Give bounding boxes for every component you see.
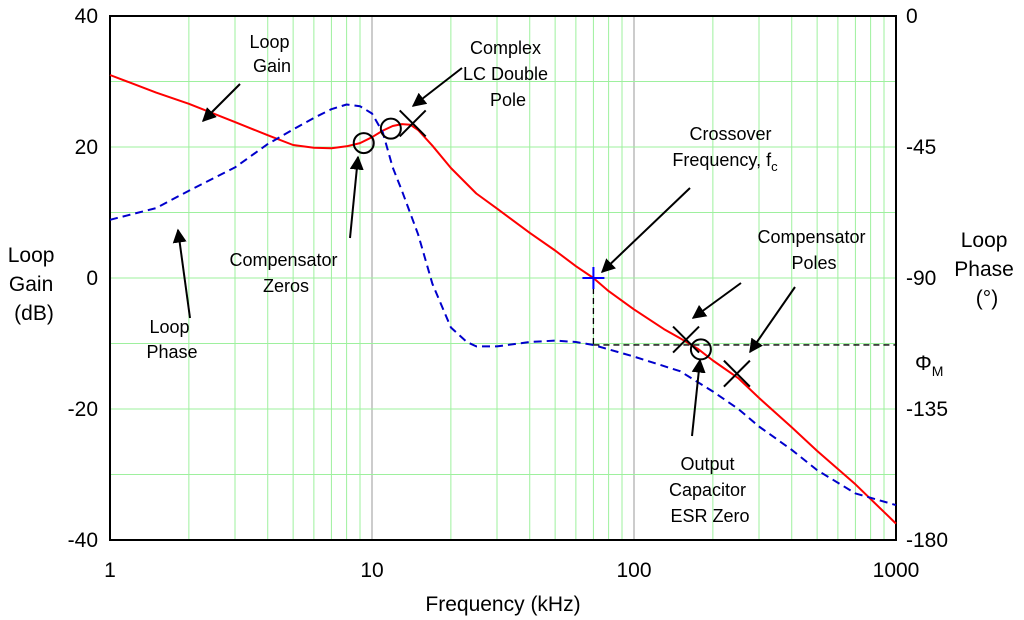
y-axis-right-label: Loop Phase (°): [954, 229, 1019, 310]
annotation-arrow: [202, 83, 241, 122]
zero-marker-circle: [352, 132, 375, 155]
pole-marker-x: [723, 359, 751, 388]
phase-margin-label: ΦM: [915, 352, 943, 379]
y-axis-left-label: Loop Gain (dB): [8, 244, 61, 325]
y-left-tick-label: -20: [68, 398, 98, 421]
y-left-tick-label: -40: [68, 529, 98, 552]
annotation-arrow: [411, 67, 463, 107]
annotation-arrows: [172, 67, 796, 437]
marker-layer: [352, 109, 751, 388]
annotation-loop-gain: Loop Gain: [249, 32, 294, 76]
svg-text:ΦM: ΦM: [915, 352, 943, 379]
annotation-crossover-frequency: Crossover Frequency, fc: [672, 124, 778, 174]
y-left-tick-label: 20: [75, 136, 98, 159]
pole-marker-stroke: [672, 325, 700, 354]
tick-labels: 1 10 100 1000 40 20 0 -20 -40 0 -45 -90 -135 -180: [68, 5, 948, 582]
pole-marker-stroke: [723, 359, 751, 388]
x-axis-label: Frequency (kHz): [425, 593, 580, 616]
y-right-tick-label: -45: [906, 136, 936, 159]
zero-marker-circle: [379, 117, 402, 140]
annotation-arrow: [691, 282, 742, 319]
annotation-arrow: [600, 187, 691, 273]
y-left-tick-label: 0: [86, 267, 98, 290]
loop-gain-line: [109, 74, 897, 525]
pole-marker-x: [398, 109, 427, 138]
y-right-tick-label: -135: [906, 398, 948, 421]
phase-margin-guides: [592, 278, 896, 346]
y-left-tick-label: 40: [75, 5, 98, 28]
pole-marker-x: [672, 325, 700, 354]
x-tick-label: 10: [360, 559, 383, 582]
annotation-compensator-zeros: Compensator Zeros: [229, 250, 342, 296]
loop-phase-line: [109, 103, 897, 507]
annotation-lc-double-pole: Complex LC Double Pole: [463, 38, 553, 110]
plot-frame: [109, 15, 897, 541]
series-layer: [109, 74, 897, 525]
crossover-marker-plus: [582, 267, 605, 289]
x-tick-label: 100: [616, 559, 651, 582]
y-right-tick-label: -180: [906, 529, 948, 552]
annotation-compensator-poles: Compensator Poles: [757, 227, 870, 273]
zero-marker-circle: [689, 338, 712, 361]
annotation-arrow: [691, 358, 706, 437]
y-right-tick-label: -90: [906, 267, 936, 290]
annotation-arrow: [349, 155, 364, 239]
annotation-arrow: [749, 286, 796, 354]
y-right-tick-label: 0: [906, 5, 918, 28]
pole-marker-stroke: [398, 109, 427, 138]
x-tick-label: 1: [104, 559, 116, 582]
annotation-arrow: [172, 228, 191, 319]
annotation-loop-phase: Loop Phase: [146, 317, 197, 362]
x-tick-label: 1000: [873, 559, 920, 582]
annotation-esr-zero: Output Capacitor ESR Zero: [669, 454, 751, 526]
